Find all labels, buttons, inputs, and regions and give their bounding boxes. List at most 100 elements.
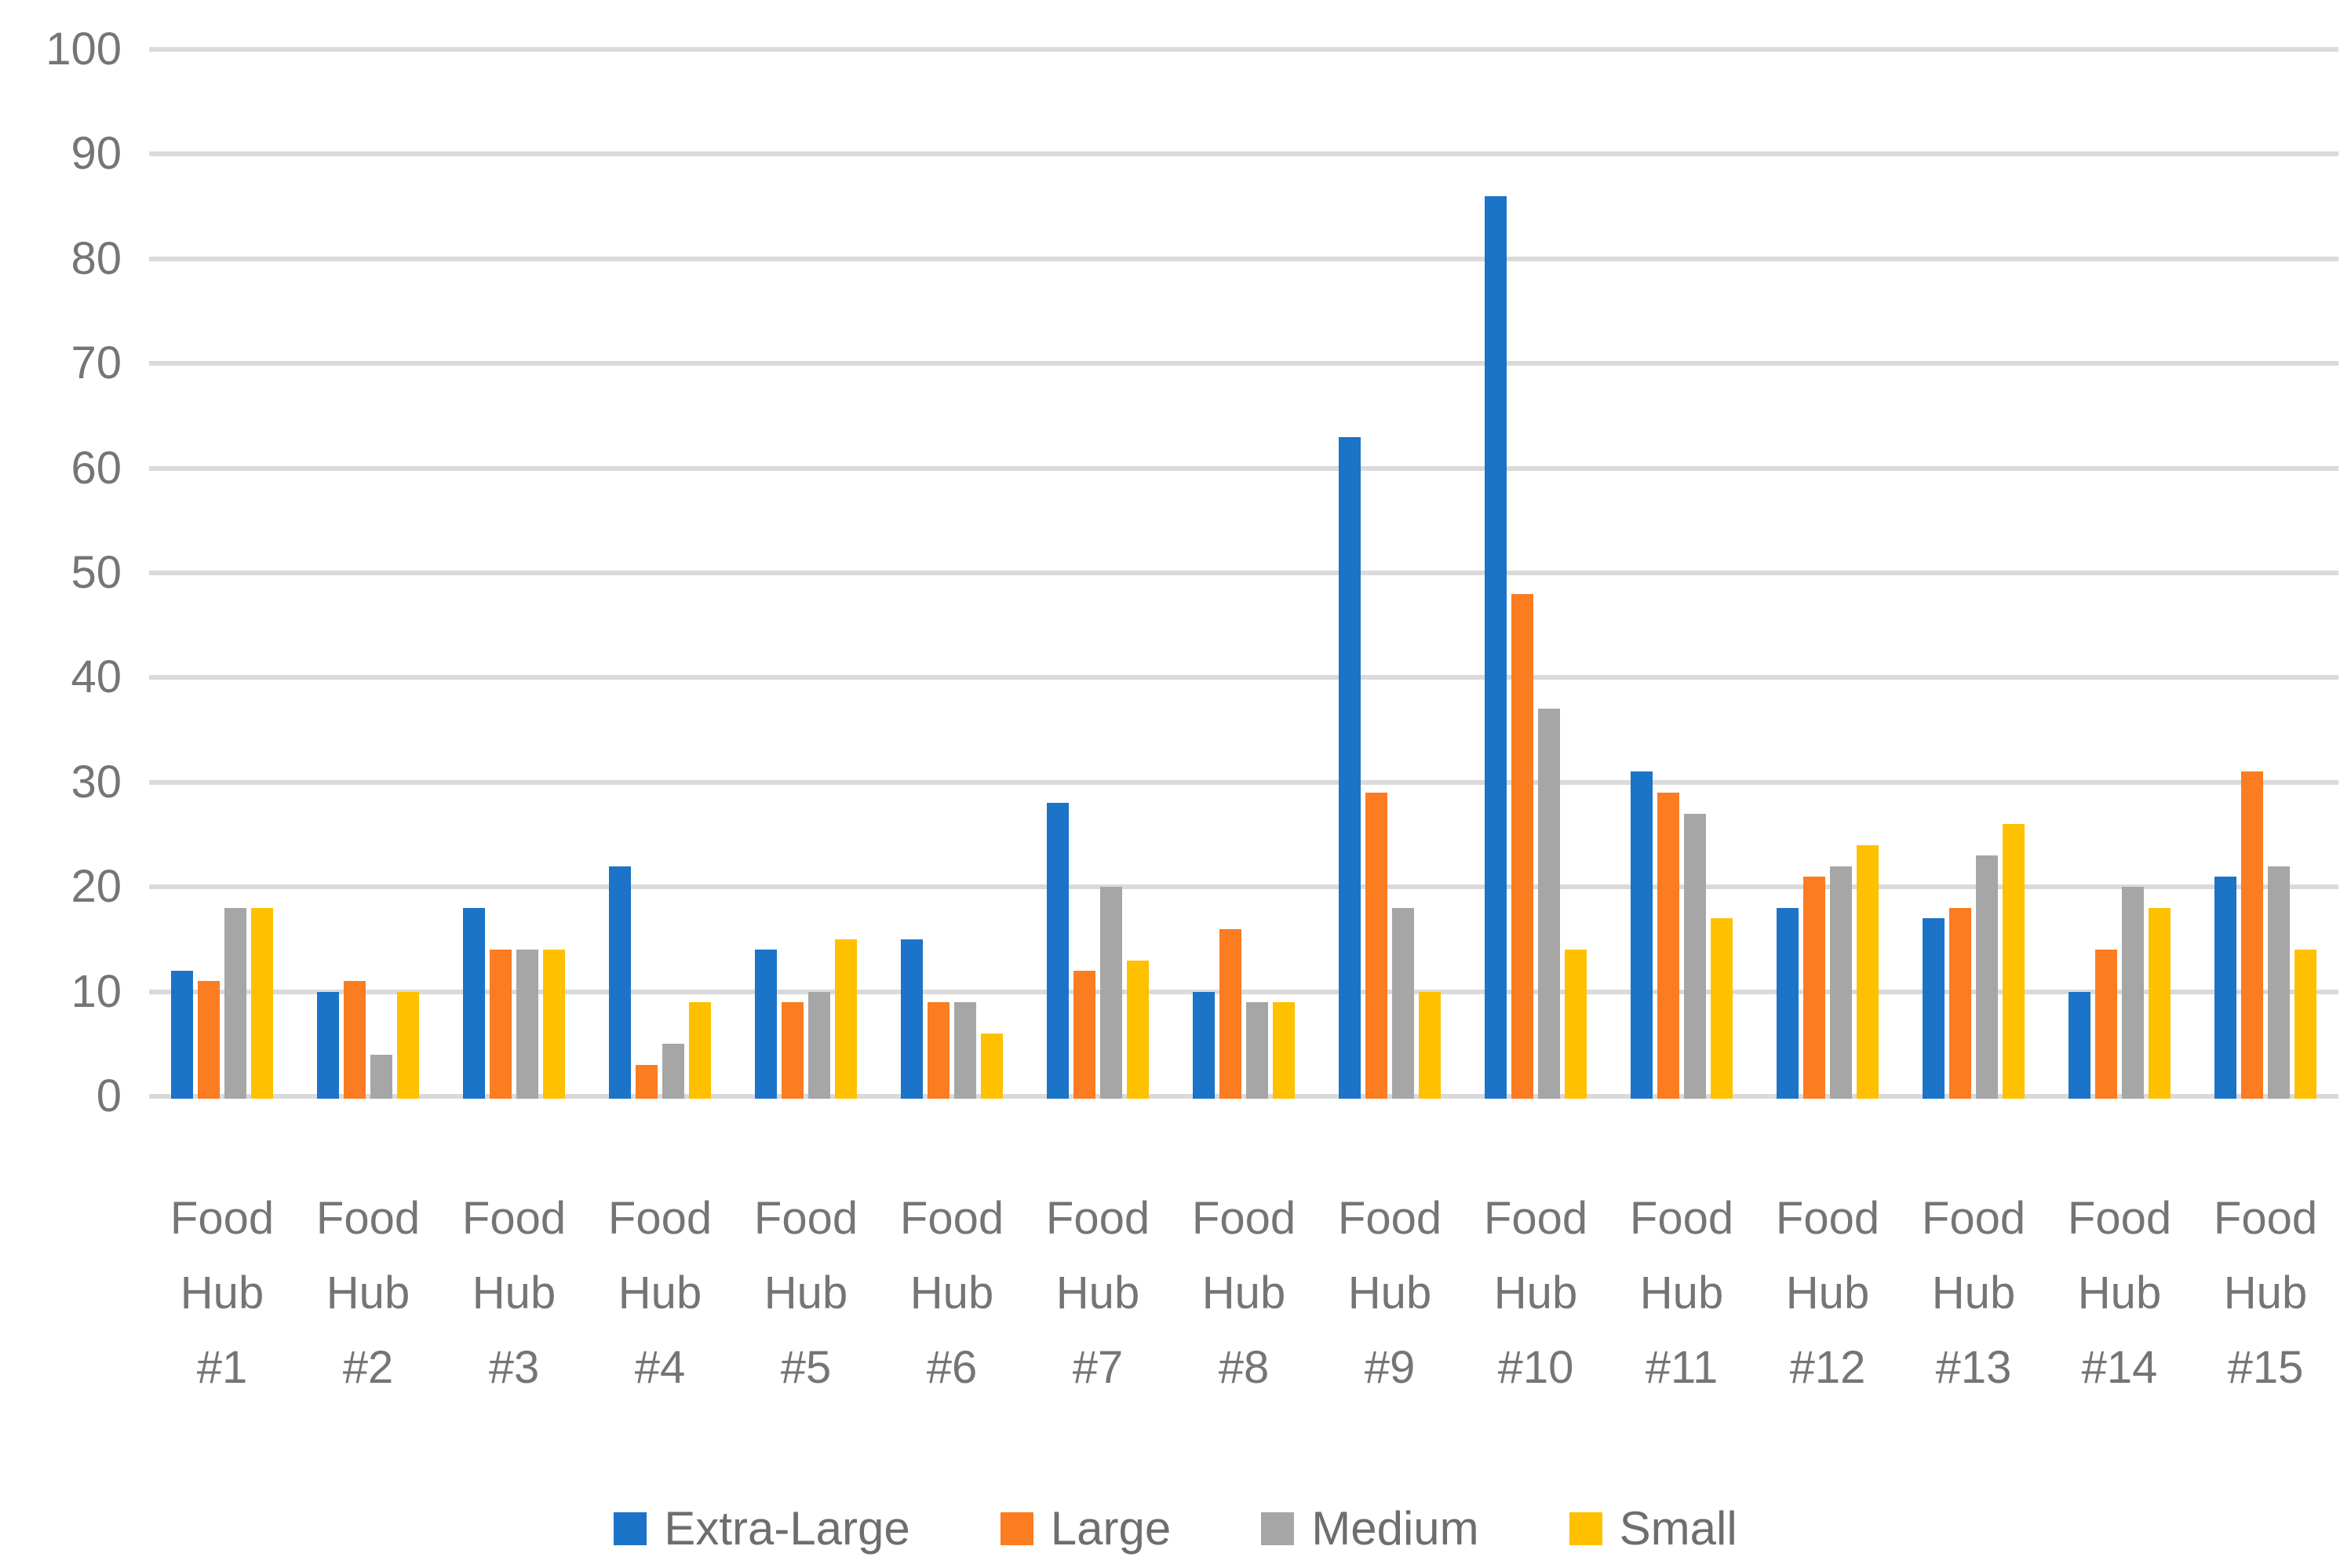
- bar-extra-large-2: [317, 991, 339, 1099]
- legend-item-medium: Medium: [1261, 1502, 1479, 1555]
- x-axis-label-line: #9: [1364, 1342, 1416, 1393]
- y-axis-tick-label: 90: [71, 128, 122, 180]
- x-axis-label-line: #15: [2227, 1342, 2304, 1393]
- legend-swatch-medium: [1261, 1512, 1295, 1545]
- gridline-60: [149, 465, 2338, 471]
- y-axis-tick-label: 30: [71, 756, 122, 808]
- bar-small-14: [2149, 907, 2171, 1099]
- bar-medium-15: [2268, 866, 2290, 1099]
- x-axis-label: Food Hub #2: [295, 1181, 441, 1405]
- bar-medium-5: [808, 991, 830, 1099]
- legend-label: Medium: [1311, 1502, 1479, 1555]
- bar-large-11: [1657, 793, 1679, 1099]
- x-axis-label: Food Hub #8: [1171, 1181, 1317, 1405]
- bar-large-2: [344, 981, 366, 1099]
- bar-large-10: [1511, 593, 1533, 1099]
- x-axis-label-line: #14: [2081, 1342, 2158, 1393]
- y-axis-tick-label: 80: [71, 232, 122, 284]
- legend: Extra-Large Large Medium Small: [0, 1505, 2351, 1552]
- x-axis-label: Food Hub #5: [733, 1181, 879, 1405]
- bar-large-3: [490, 950, 512, 1099]
- x-axis-label-line: Food: [1191, 1193, 1296, 1244]
- bar-extra-large-5: [755, 950, 777, 1099]
- bar-medium-13: [1976, 855, 1998, 1099]
- bar-extra-large-15: [2214, 876, 2236, 1099]
- gridline-20: [149, 884, 2338, 890]
- gridline-10: [149, 989, 2338, 994]
- x-axis-label: Food Hub #9: [1317, 1181, 1463, 1405]
- bar-large-15: [2241, 771, 2263, 1099]
- bar-small-10: [1565, 950, 1587, 1099]
- gridline-80: [149, 256, 2338, 261]
- x-axis-label-line: #3: [488, 1342, 540, 1393]
- y-axis-tick-label: 100: [46, 24, 122, 75]
- x-axis-label: Food Hub #13: [1901, 1181, 2047, 1405]
- bar-small-1: [251, 907, 273, 1099]
- x-axis-label-line: Food: [1337, 1193, 1442, 1244]
- x-axis-label-line: Food: [1629, 1193, 1734, 1244]
- x-axis-label-line: #1: [196, 1342, 248, 1393]
- x-axis-label-line: Hub: [1347, 1267, 1432, 1318]
- y-axis-tick-label: 10: [71, 965, 122, 1017]
- y-axis-tick-label: 50: [71, 547, 122, 598]
- x-axis-label-line: Food: [169, 1193, 275, 1244]
- bar-extra-large-9: [1339, 436, 1361, 1099]
- legend-label: Extra-Large: [664, 1502, 910, 1555]
- x-axis-label-line: Hub: [764, 1267, 848, 1318]
- x-axis-label: Food Hub #7: [1025, 1181, 1171, 1405]
- y-axis-tick-label: 0: [96, 1070, 122, 1121]
- bar-extra-large-14: [2069, 991, 2090, 1099]
- gridline-90: [149, 151, 2338, 157]
- x-axis-label-line: #8: [1218, 1342, 1270, 1393]
- x-axis-label-line: Hub: [909, 1267, 994, 1318]
- gridline-100: [149, 47, 2338, 52]
- legend-item-extra-large: Extra-Large: [614, 1502, 910, 1555]
- bar-medium-12: [1830, 866, 1852, 1099]
- x-axis-label-line: #7: [1072, 1342, 1124, 1393]
- x-axis-label-line: Food: [1483, 1193, 1588, 1244]
- gridline-70: [149, 361, 2338, 366]
- bar-extra-large-8: [1193, 991, 1215, 1099]
- bar-extra-large-13: [1923, 918, 1945, 1099]
- gridline-0: [149, 1094, 2338, 1099]
- bar-extra-large-1: [171, 970, 193, 1099]
- y-axis-tick-label: 40: [71, 651, 122, 703]
- x-axis-label-line: #5: [780, 1342, 832, 1393]
- bar-extra-large-7: [1047, 803, 1069, 1099]
- bar-medium-14: [2122, 887, 2144, 1099]
- bar-large-13: [1949, 907, 1971, 1099]
- bar-extra-large-6: [901, 939, 923, 1099]
- bar-small-12: [1857, 844, 1879, 1099]
- x-axis-label-line: Hub: [180, 1267, 264, 1318]
- x-axis-label-line: Hub: [472, 1267, 556, 1318]
- bar-large-1: [198, 981, 220, 1099]
- bar-small-7: [1127, 960, 1149, 1099]
- x-axis-label-line: Food: [1921, 1193, 2026, 1244]
- y-axis-tick-label: 70: [71, 337, 122, 389]
- x-axis-label-line: Hub: [1201, 1267, 1286, 1318]
- bar-small-2: [397, 991, 419, 1099]
- x-axis-label-line: #4: [634, 1342, 686, 1393]
- bar-medium-3: [516, 950, 538, 1099]
- x-axis-label-line: Food: [1775, 1193, 1880, 1244]
- legend-swatch-large: [1000, 1512, 1033, 1545]
- x-axis-label: Food Hub #6: [879, 1181, 1025, 1405]
- bar-large-9: [1365, 793, 1387, 1099]
- legend-item-small: Small: [1569, 1505, 1737, 1552]
- bar-large-12: [1803, 876, 1825, 1099]
- x-axis-label-line: #11: [1645, 1342, 1719, 1393]
- bar-medium-4: [662, 1044, 684, 1099]
- x-axis-label: Food Hub #3: [441, 1181, 587, 1405]
- bar-extra-large-11: [1631, 771, 1653, 1099]
- x-axis-label-line: Food: [315, 1193, 421, 1244]
- x-axis-label: Food Hub #10: [1463, 1181, 1609, 1405]
- x-axis-label-line: Food: [753, 1193, 858, 1244]
- x-axis-label-line: #6: [926, 1342, 978, 1393]
- bar-medium-10: [1538, 709, 1560, 1099]
- x-axis-label-line: Hub: [1639, 1267, 1724, 1318]
- x-axis-label-line: Hub: [2077, 1267, 2162, 1318]
- x-axis-label: Food Hub #1: [149, 1181, 295, 1405]
- bar-medium-2: [370, 1054, 392, 1099]
- x-axis-label: Food Hub #15: [2192, 1181, 2338, 1405]
